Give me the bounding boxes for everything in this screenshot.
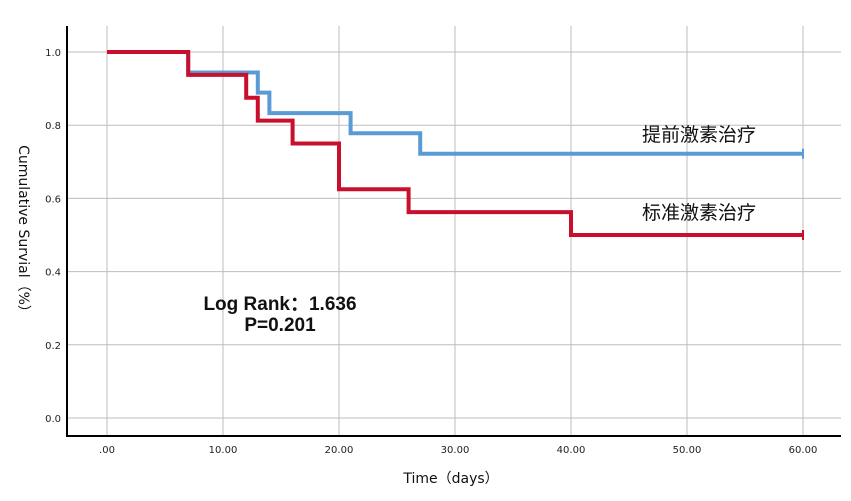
x-tick-label: 20.00	[325, 445, 354, 456]
log-rank-annotation: Log Rank：1.636	[203, 294, 356, 315]
x-tick-label: 60.00	[789, 445, 818, 456]
y-tick-label: 0.2	[45, 341, 61, 352]
x-tick-label: 50.00	[673, 445, 702, 456]
x-tick-labels: .00 10.00 20.00 30.00 40.00 50.00 60.00	[99, 445, 817, 456]
y-axis-title: Cumulative Survial（%）	[15, 145, 31, 319]
x-tick-label: 30.00	[441, 445, 470, 456]
y-tick-label: 0.6	[45, 194, 61, 205]
y-tick-label: 0.8	[45, 121, 61, 132]
x-tick-label: .00	[99, 445, 115, 456]
series-label-standard: 标准激素治疗	[642, 202, 756, 224]
series-label-early: 提前激素治疗	[642, 124, 756, 146]
axes	[66, 26, 841, 437]
grid-lines	[67, 26, 841, 436]
y-tick-labels: 0.0 0.2 0.4 0.6 0.8 1.0	[45, 48, 61, 425]
x-axis-title: Time（days）	[402, 471, 498, 487]
y-tick-label: 1.0	[45, 48, 61, 59]
series-lines	[107, 50, 804, 240]
y-tick-label: 0.4	[45, 268, 61, 279]
y-tick-label: 0.0	[45, 414, 61, 425]
p-value-annotation: P=0.201	[244, 315, 316, 336]
x-tick-label: 10.00	[209, 445, 238, 456]
series-line-1	[107, 50, 803, 237]
x-tick-label: 40.00	[557, 445, 586, 456]
